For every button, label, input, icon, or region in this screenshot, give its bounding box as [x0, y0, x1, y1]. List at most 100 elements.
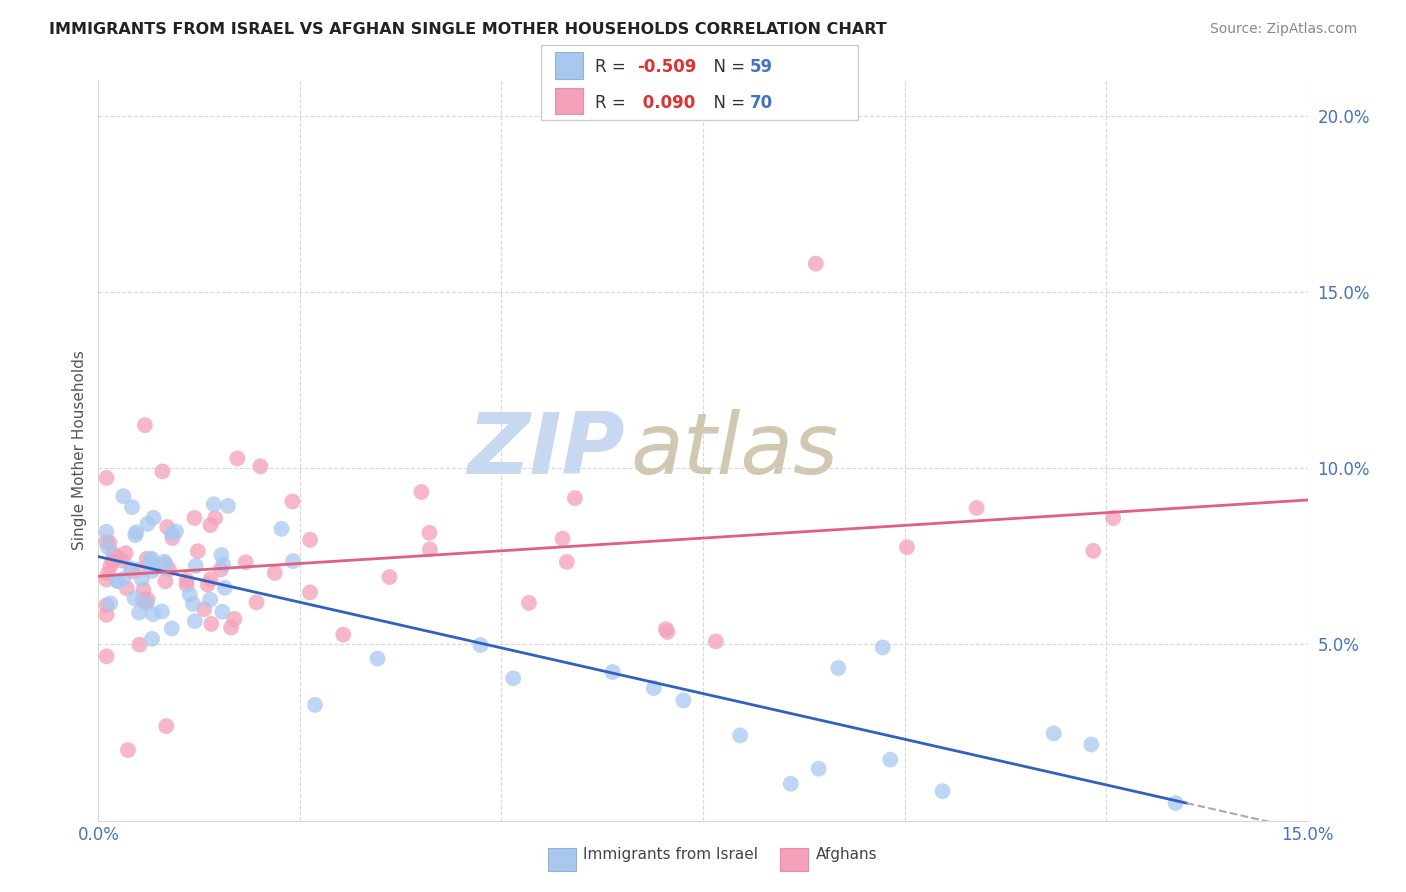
Point — [96, 649, 118, 664]
Point — [153, 555, 176, 569]
Point — [142, 607, 165, 621]
Point — [564, 491, 586, 505]
Point — [183, 511, 205, 525]
Text: -0.509: -0.509 — [637, 58, 696, 76]
Point — [872, 640, 894, 655]
Y-axis label: Single Mother Households: Single Mother Households — [72, 351, 87, 550]
Point — [136, 516, 159, 531]
Point — [202, 497, 225, 511]
Point — [1080, 738, 1102, 752]
Point — [160, 622, 183, 636]
Point — [105, 550, 128, 565]
Point — [96, 471, 118, 485]
Point — [193, 602, 215, 616]
Point — [198, 592, 221, 607]
Point — [134, 418, 156, 433]
Point — [200, 518, 222, 533]
Point — [176, 573, 198, 587]
Text: N =: N = — [703, 58, 751, 76]
Point — [517, 596, 540, 610]
Point — [1042, 726, 1064, 740]
Point — [555, 555, 578, 569]
Point — [155, 719, 177, 733]
Point — [197, 577, 219, 591]
Point — [101, 555, 124, 569]
Point — [96, 534, 118, 549]
Point — [419, 542, 441, 557]
Point — [1164, 796, 1187, 810]
Point — [165, 524, 187, 539]
Point — [135, 551, 157, 566]
Point — [879, 753, 901, 767]
Point — [304, 698, 326, 712]
Point — [263, 566, 285, 580]
Point — [657, 624, 679, 639]
Point — [112, 572, 135, 586]
Point — [176, 577, 198, 591]
Point — [135, 596, 157, 610]
Point — [96, 573, 118, 587]
Point — [502, 671, 524, 685]
Point — [132, 582, 155, 597]
Point — [378, 570, 401, 584]
Point — [219, 621, 242, 635]
Point — [156, 520, 179, 534]
Point — [643, 681, 665, 695]
Point — [779, 777, 801, 791]
Text: Immigrants from Israel: Immigrants from Israel — [583, 847, 758, 863]
Point — [155, 558, 177, 572]
Point — [134, 596, 156, 610]
Text: 59: 59 — [749, 58, 772, 76]
Point — [96, 524, 118, 539]
Text: R =: R = — [595, 94, 631, 112]
Point — [204, 511, 226, 525]
Point — [200, 616, 222, 631]
Point — [181, 597, 204, 611]
Point — [96, 599, 118, 613]
Point — [136, 592, 159, 607]
Point — [124, 591, 146, 606]
Point — [184, 614, 207, 628]
Point — [270, 522, 292, 536]
Point — [226, 451, 249, 466]
Point — [332, 627, 354, 641]
Point — [125, 525, 148, 540]
Point — [150, 464, 173, 478]
Point — [212, 558, 235, 572]
Point — [217, 499, 239, 513]
Point — [214, 581, 236, 595]
Point — [162, 531, 184, 545]
Point — [224, 612, 246, 626]
Point — [418, 525, 440, 540]
Point — [200, 572, 222, 586]
Point — [107, 574, 129, 588]
Point — [131, 572, 153, 586]
Text: ZIP: ZIP — [467, 409, 624, 492]
Point — [141, 551, 163, 566]
Point — [141, 564, 163, 578]
Text: Afghans: Afghans — [815, 847, 877, 863]
Point — [96, 607, 118, 622]
Point — [115, 582, 138, 596]
Point — [128, 563, 150, 577]
Point — [114, 546, 136, 560]
Point — [179, 587, 201, 601]
Point — [132, 593, 155, 607]
Point — [111, 554, 134, 568]
Point — [124, 528, 146, 542]
Point — [98, 596, 121, 610]
Text: Source: ZipAtlas.com: Source: ZipAtlas.com — [1209, 22, 1357, 37]
Point — [299, 533, 322, 547]
Point — [157, 562, 180, 576]
Point — [139, 552, 162, 566]
Point — [470, 638, 492, 652]
Point — [249, 459, 271, 474]
Point — [187, 544, 209, 558]
Text: 70: 70 — [749, 94, 772, 112]
Point — [184, 559, 207, 574]
Point — [966, 500, 988, 515]
Point — [281, 494, 304, 508]
Point — [896, 540, 918, 554]
Point — [142, 511, 165, 525]
Point — [97, 566, 120, 581]
